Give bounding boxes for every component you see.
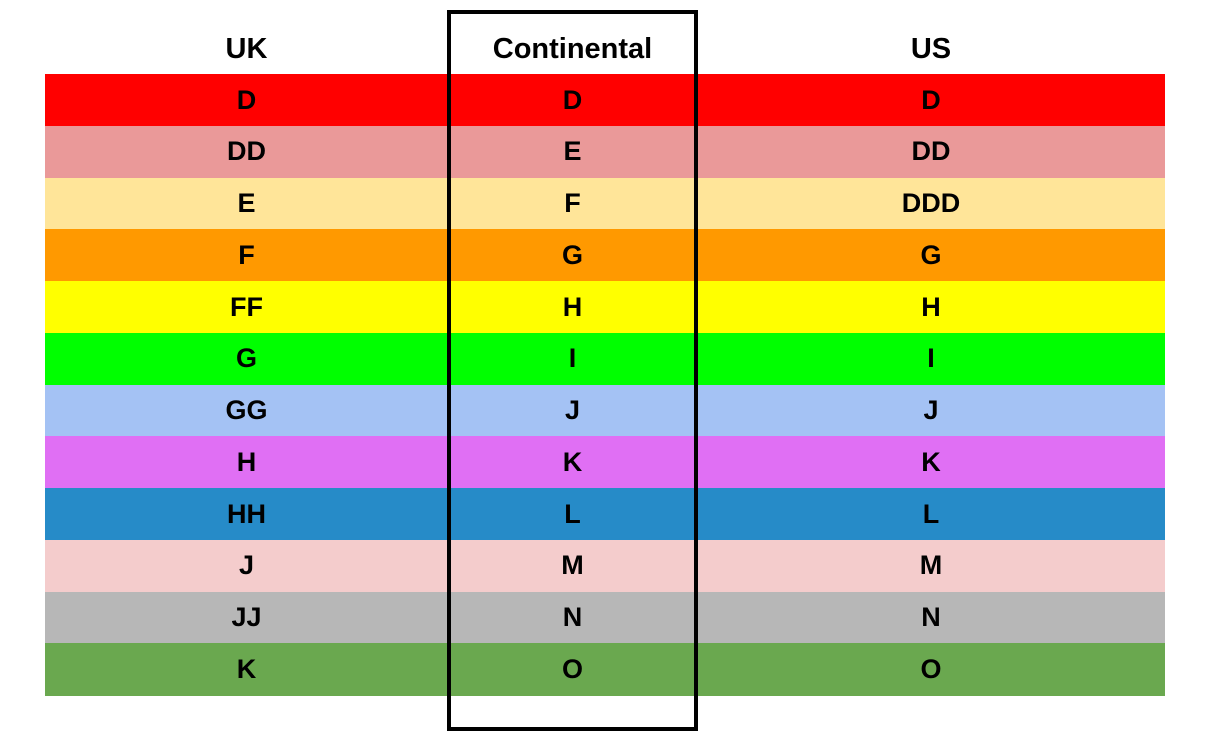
table-cell: G — [448, 229, 697, 282]
table-cell: K — [697, 436, 1165, 489]
table-cell: G — [697, 229, 1165, 282]
table-cell: G — [45, 332, 448, 385]
table-cell: I — [448, 332, 697, 385]
table-cell: D — [45, 74, 448, 127]
table-cell: N — [697, 591, 1165, 644]
table-cell: J — [45, 539, 448, 592]
table-cell: D — [697, 74, 1165, 127]
table-cell: L — [448, 488, 697, 541]
table-cell: J — [697, 384, 1165, 437]
table-cell: E — [448, 125, 697, 178]
table-cell: F — [448, 177, 697, 230]
table-cell: N — [448, 591, 697, 644]
table-cell: J — [448, 384, 697, 437]
column-header: US — [910, 32, 952, 65]
table-cell: DDD — [697, 177, 1165, 230]
table-cell: L — [697, 488, 1165, 541]
table-cell: GG — [45, 384, 448, 437]
table-cell: FF — [45, 281, 448, 334]
table-cell: K — [448, 436, 697, 489]
table-cell: DD — [45, 125, 448, 178]
table-cell: I — [697, 332, 1165, 385]
table-cell: H — [45, 436, 448, 489]
table-cell: M — [697, 539, 1165, 592]
table-cell: O — [697, 643, 1165, 696]
column-header: UK — [225, 32, 268, 65]
table-cell: M — [448, 539, 697, 592]
highlight-box — [447, 10, 698, 731]
table-cell: F — [45, 229, 448, 282]
table-cell: DD — [697, 125, 1165, 178]
table-cell: HH — [45, 488, 448, 541]
table-cell: K — [45, 643, 448, 696]
table-cell: D — [448, 74, 697, 127]
column-header: Continental — [492, 32, 653, 65]
table-cell: H — [448, 281, 697, 334]
table-cell: JJ — [45, 591, 448, 644]
table-cell: H — [697, 281, 1165, 334]
table-cell: O — [448, 643, 697, 696]
table-cell: E — [45, 177, 448, 230]
